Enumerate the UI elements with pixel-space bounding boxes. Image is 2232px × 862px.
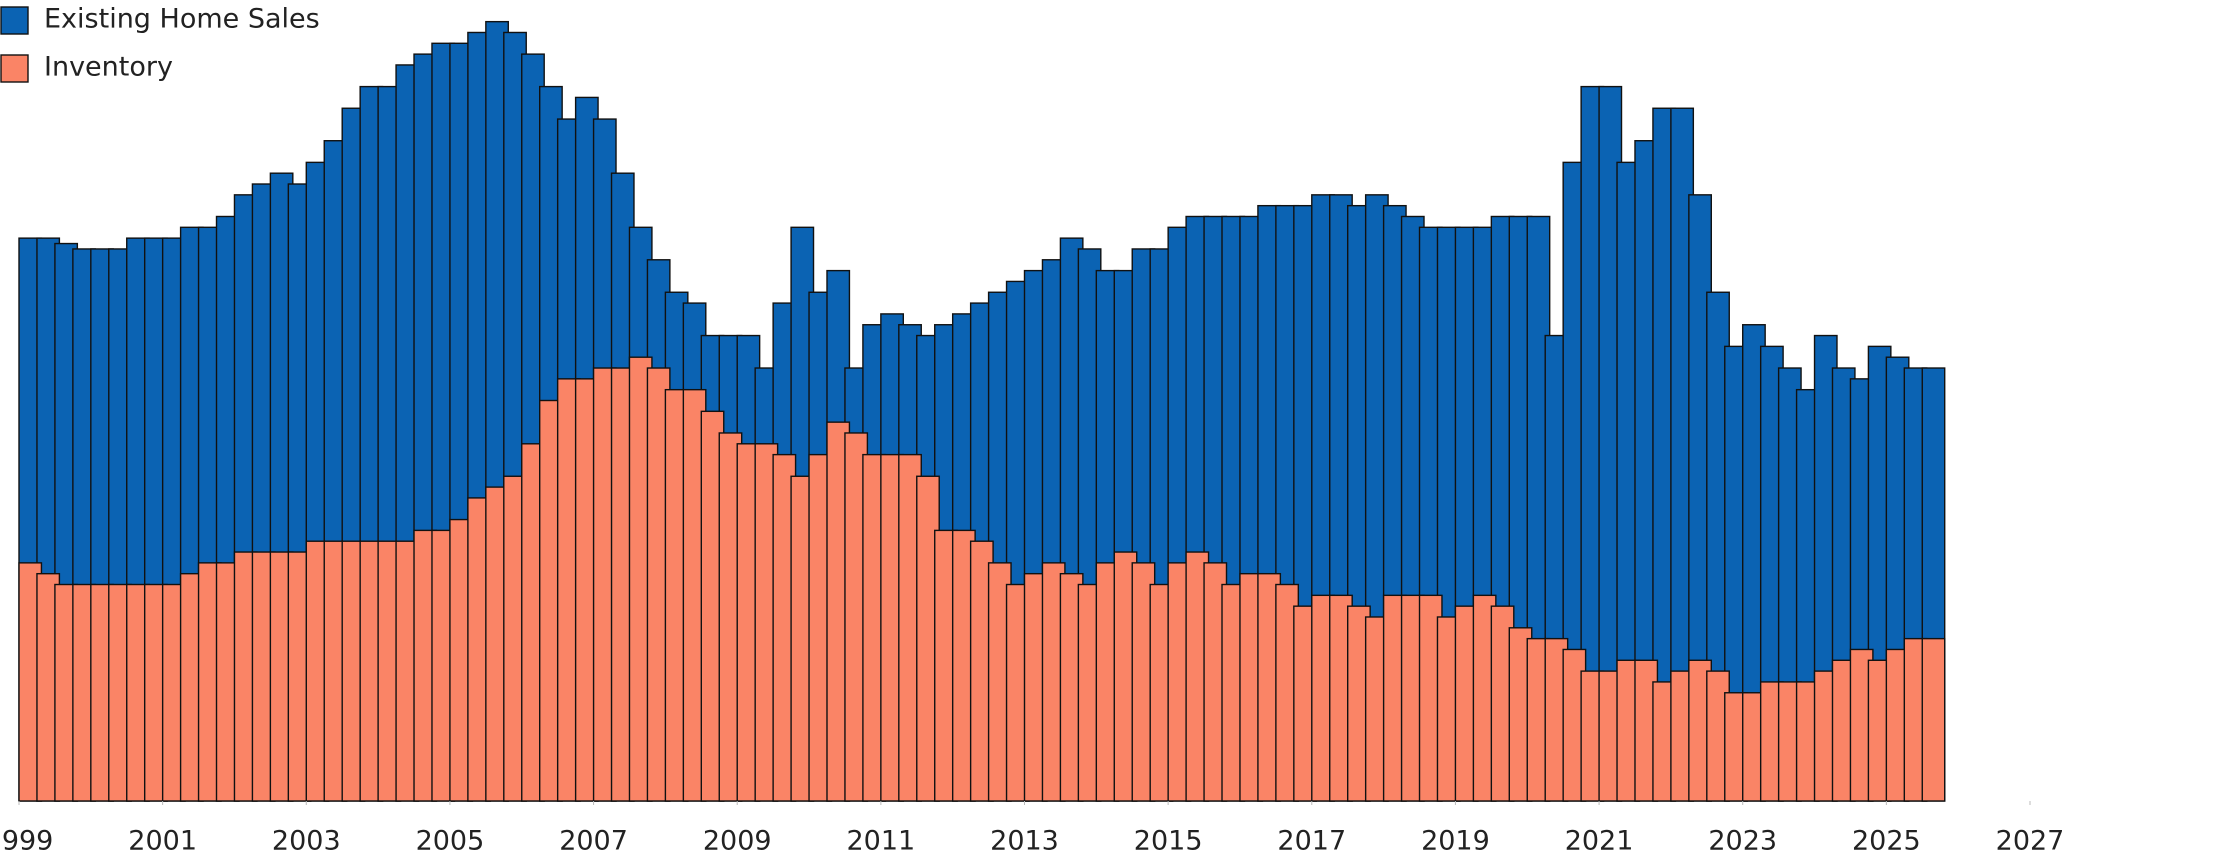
x-tick-label: 2001 xyxy=(128,826,197,857)
legend: Existing Home Sales Inventory xyxy=(0,4,320,83)
x-tick-label: 2017 xyxy=(1277,826,1346,857)
bar xyxy=(1921,637,1946,802)
x-tick-label: 2023 xyxy=(1708,826,1777,857)
x-tick-label: 2015 xyxy=(1134,826,1203,857)
x-tick-label: 2005 xyxy=(416,826,485,857)
x-tick-label: 2013 xyxy=(990,826,1059,857)
legend-label: Existing Home Sales xyxy=(44,4,320,35)
x-tick-label: 2027 xyxy=(1996,826,2065,857)
x-tick-label: 2011 xyxy=(846,826,915,857)
legend-label: Inventory xyxy=(44,52,173,83)
legend-swatch xyxy=(0,6,29,35)
legend-swatch xyxy=(0,54,29,83)
x-tick-label: 2019 xyxy=(1421,826,1490,857)
x-tick-label: 2025 xyxy=(1852,826,1921,857)
x-tick-label: 2003 xyxy=(272,826,341,857)
x-tick-label: 2009 xyxy=(703,826,772,857)
x-tick-label: 2021 xyxy=(1565,826,1634,857)
series xyxy=(18,356,1946,802)
x-tick-label: 1999 xyxy=(0,826,53,857)
x-tick-label: 2007 xyxy=(559,826,628,857)
